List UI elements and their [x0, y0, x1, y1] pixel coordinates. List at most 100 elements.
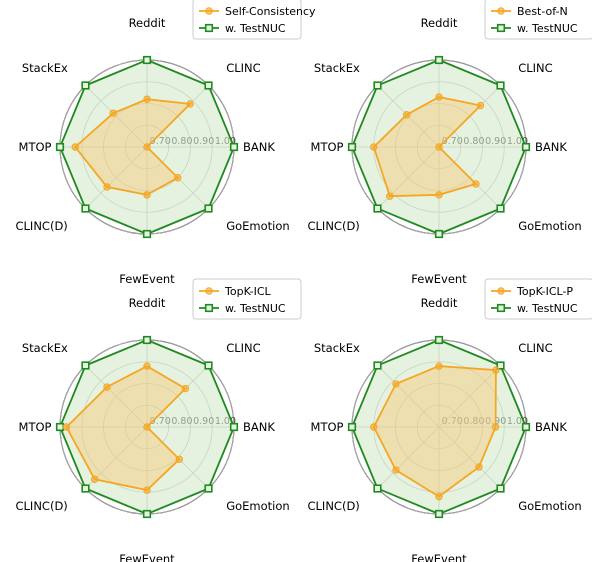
series-point: [204, 361, 213, 370]
axis-label: Reddit: [129, 296, 166, 310]
series-point: [181, 384, 190, 393]
series-point: [81, 204, 90, 213]
radar-panel: 0.700.800.901.00BANKCLINCRedditStackExMT…: [308, 0, 592, 286]
series-point: [91, 475, 99, 483]
series-point: [142, 55, 152, 65]
series-point: [143, 143, 151, 151]
axis-label: CLINC: [518, 61, 552, 75]
axis-label: MTOP: [19, 420, 52, 434]
series-point: [373, 484, 382, 493]
axis-label: StackEx: [314, 341, 360, 355]
axis-label: CLINC: [226, 341, 260, 355]
axis-label: StackEx: [314, 61, 360, 75]
series-point: [491, 423, 500, 431]
axis-label: Reddit: [129, 16, 166, 30]
series-point: [175, 455, 183, 463]
series-point: [55, 142, 65, 152]
series-point: [55, 422, 65, 432]
axis-label: FewEvent: [119, 272, 175, 286]
series-point: [386, 192, 394, 200]
series-point: [492, 366, 500, 374]
legend-marker: [205, 7, 213, 15]
axis-label: BANK: [243, 420, 275, 434]
radar-panel: 0.700.800.901.00BANKCLINCRedditStackExMT…: [308, 278, 592, 562]
axis-label: MTOP: [19, 140, 52, 154]
legend-box: [192, 278, 302, 320]
series-area: [373, 366, 496, 497]
axis-label: CLINC(D): [16, 219, 68, 233]
series-point: [370, 143, 378, 151]
axis-label: CLINC: [226, 61, 260, 75]
series-point: [229, 422, 239, 432]
legend-marker: [205, 287, 213, 295]
series-point: [496, 204, 505, 213]
series-point: [143, 191, 151, 199]
series-point: [496, 81, 505, 90]
legend-label: TopK-ICL: [224, 285, 272, 298]
series-point: [434, 335, 444, 345]
series-point: [521, 422, 531, 432]
legend-label: Best-of-N: [517, 5, 568, 18]
legend-label: w. TestNUC: [517, 22, 578, 35]
axis-label: MTOP: [311, 420, 344, 434]
series-point: [229, 142, 239, 152]
legend-label: w. TestNUC: [225, 22, 286, 35]
series-point: [521, 142, 531, 152]
series-point: [347, 422, 357, 432]
series-point: [496, 484, 505, 493]
legend-marker: [497, 287, 505, 295]
axis-label: FewEvent: [411, 272, 467, 286]
series-point: [475, 463, 483, 471]
series-point: [174, 174, 182, 182]
series-point: [392, 380, 400, 388]
legend-marker: [204, 303, 214, 313]
legend-label: w. TestNUC: [517, 302, 578, 315]
legend-marker: [497, 7, 505, 15]
axis-label: BANK: [535, 420, 567, 434]
series-point: [186, 100, 194, 108]
axis-label: GoEmotion: [226, 219, 289, 233]
legend-box: [484, 278, 592, 320]
series-point: [204, 204, 213, 213]
legend-marker: [496, 303, 506, 313]
series-point: [81, 361, 90, 370]
axis-label: BANK: [243, 140, 275, 154]
series-point: [204, 81, 213, 90]
axis-label: FewEvent: [411, 552, 467, 562]
legend-label: Self-Consistency: [225, 5, 316, 18]
series-point: [435, 93, 443, 101]
axis-label: CLINC: [518, 341, 552, 355]
legend-marker: [496, 23, 506, 33]
axis-label: CLINC(D): [308, 219, 360, 233]
series-point: [392, 466, 400, 474]
legend-label: w. TestNUC: [225, 302, 286, 315]
series-point: [109, 109, 117, 117]
series-point: [71, 143, 79, 151]
series-point: [434, 55, 444, 65]
axis-label: CLINC(D): [16, 499, 68, 513]
series-point: [370, 423, 378, 431]
series-point: [435, 191, 443, 199]
legend-label: TopK-ICL-P: [516, 285, 573, 298]
series-point: [103, 383, 111, 391]
series-point: [435, 492, 443, 501]
series-point: [435, 143, 443, 151]
series-point: [204, 484, 213, 493]
legend-box: [192, 0, 302, 40]
legend-box: [484, 0, 592, 40]
axis-label: StackEx: [22, 61, 68, 75]
series-point: [347, 142, 357, 152]
axis-label: BANK: [535, 140, 567, 154]
axis-label: GoEmotion: [518, 219, 581, 233]
series-point: [403, 111, 411, 119]
legend-marker: [204, 23, 214, 33]
series-point: [81, 484, 90, 493]
series-point: [434, 229, 444, 239]
axis-label: MTOP: [311, 140, 344, 154]
series-point: [142, 229, 152, 239]
radar-panel: 0.700.800.901.00BANKCLINCRedditStackExMT…: [16, 278, 302, 562]
series-point: [143, 423, 151, 431]
series-point: [496, 361, 505, 370]
series-point: [472, 180, 480, 188]
